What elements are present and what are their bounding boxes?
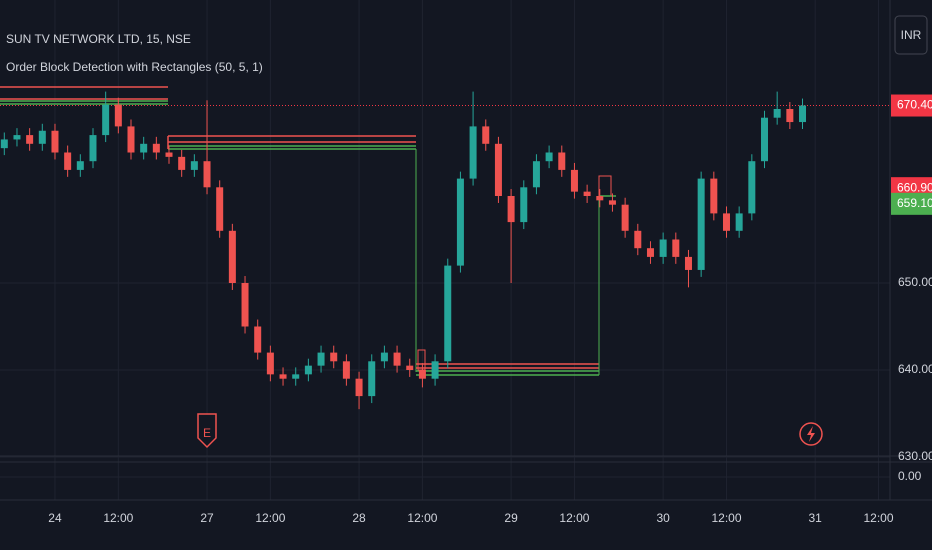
candle-body bbox=[786, 109, 794, 123]
candle-body bbox=[190, 161, 198, 170]
candle-body bbox=[697, 178, 705, 270]
candle-body bbox=[482, 126, 490, 144]
candle-body bbox=[140, 143, 148, 153]
price-tag bbox=[891, 192, 932, 215]
candle-body bbox=[608, 200, 616, 205]
candle-body bbox=[26, 135, 34, 144]
candle-body bbox=[469, 126, 477, 179]
candle-body bbox=[304, 365, 312, 375]
candle-body bbox=[0, 139, 8, 149]
price-tag bbox=[891, 94, 932, 117]
candle-body bbox=[507, 196, 515, 223]
candle-body bbox=[710, 178, 718, 214]
candle-body bbox=[254, 326, 262, 353]
x-tick-label: 12:00 bbox=[864, 511, 894, 525]
x-tick-label: 24 bbox=[48, 511, 62, 525]
candle-body bbox=[317, 352, 325, 366]
candle-body bbox=[418, 370, 426, 379]
y-tick-label: 640.00 bbox=[898, 362, 932, 376]
candle-body bbox=[64, 152, 72, 170]
x-tick-label: 28 bbox=[352, 511, 366, 525]
y-tick-label: 630.00 bbox=[898, 449, 932, 463]
candle-body bbox=[76, 161, 84, 170]
candles bbox=[0, 91, 807, 410]
candle-body bbox=[748, 161, 756, 214]
earnings-marker[interactable]: E bbox=[197, 413, 217, 449]
candle-body bbox=[444, 265, 452, 362]
candle-body bbox=[659, 239, 667, 257]
candle-body bbox=[773, 109, 781, 118]
x-tick-label: 12:00 bbox=[711, 511, 741, 525]
candle-body bbox=[596, 196, 604, 201]
candle-body bbox=[127, 126, 135, 153]
x-tick-label: 31 bbox=[809, 511, 823, 525]
lower-pane-tick-label: 0.00 bbox=[898, 469, 922, 483]
candle-body bbox=[532, 161, 540, 188]
candle-body bbox=[520, 187, 528, 223]
candle-body bbox=[761, 117, 768, 162]
candle-body bbox=[152, 143, 160, 153]
candle-body bbox=[342, 361, 350, 379]
candle-body bbox=[13, 135, 21, 140]
x-tick-label: 30 bbox=[656, 511, 670, 525]
candle-body bbox=[583, 191, 591, 196]
candle-body bbox=[216, 187, 224, 231]
candle-body bbox=[799, 105, 807, 123]
candle-body bbox=[241, 283, 249, 327]
candle-body bbox=[203, 161, 211, 188]
currency-label[interactable]: INR bbox=[901, 28, 922, 42]
candle-body bbox=[634, 230, 642, 249]
x-tick-label: 12:00 bbox=[103, 511, 133, 525]
candle-body bbox=[494, 143, 502, 196]
x-tick-label: 29 bbox=[504, 511, 518, 525]
candle-body bbox=[646, 248, 654, 257]
candle-body bbox=[38, 130, 46, 144]
candle-body bbox=[393, 352, 401, 366]
candle-body bbox=[51, 130, 59, 153]
candle-body bbox=[114, 104, 122, 127]
candle-body bbox=[292, 374, 300, 379]
candle-body bbox=[558, 152, 566, 170]
candle-body bbox=[279, 374, 287, 379]
x-tick-label: 12:00 bbox=[559, 511, 589, 525]
order-blocks bbox=[0, 86, 616, 376]
grid-layer bbox=[0, 0, 890, 500]
candle-body bbox=[330, 352, 338, 362]
candle-body bbox=[228, 230, 236, 283]
dividend-marker[interactable] bbox=[799, 422, 823, 446]
candle-body bbox=[266, 352, 274, 375]
candle-body bbox=[621, 204, 629, 231]
currency-button[interactable] bbox=[894, 15, 928, 55]
price-tag-label: 660.90 bbox=[897, 180, 932, 194]
candle-body bbox=[380, 352, 388, 362]
x-tick-label: 27 bbox=[200, 511, 214, 525]
candle-body bbox=[570, 169, 578, 192]
x-tick-label: 12:00 bbox=[407, 511, 437, 525]
candle-body bbox=[672, 239, 680, 257]
candle-body bbox=[684, 256, 692, 270]
candle-body bbox=[456, 178, 464, 266]
candle-body bbox=[355, 378, 363, 397]
candle-body bbox=[735, 213, 743, 231]
x-tick-label: 12:00 bbox=[255, 511, 285, 525]
candle-body bbox=[165, 152, 173, 157]
candle-body bbox=[722, 213, 730, 231]
candle-body bbox=[89, 135, 97, 162]
candle-body bbox=[368, 361, 376, 397]
price-tag-label: 659.10 bbox=[897, 196, 932, 210]
candle-body bbox=[431, 361, 439, 379]
chart-subtitle: Order Block Detection with Rectangles (5… bbox=[6, 60, 263, 74]
chart-title: SUN TV NETWORK LTD, 15, NSE bbox=[6, 32, 191, 46]
price-tag-label: 670.40 bbox=[897, 98, 932, 112]
y-tick-label: 650.00 bbox=[898, 275, 932, 289]
candle-body bbox=[102, 104, 110, 136]
candle-body bbox=[178, 156, 186, 170]
axes: 630.00 640.00 650.00 24 12:00 27 12:00 28 12:00 2… bbox=[48, 94, 932, 525]
candle-body bbox=[406, 365, 414, 370]
svg-text:E: E bbox=[203, 426, 211, 440]
candle-body bbox=[545, 152, 553, 162]
